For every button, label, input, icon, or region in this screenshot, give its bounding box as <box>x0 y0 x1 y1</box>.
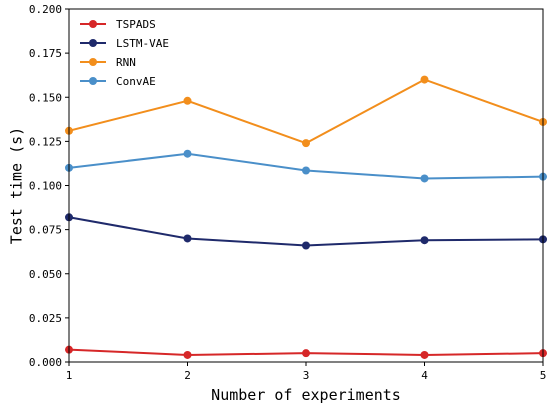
legend-swatch-marker <box>89 39 97 47</box>
legend-swatch-marker <box>89 58 97 66</box>
legend-entry: TSPADS <box>80 18 156 31</box>
y-tick-label: 0.100 <box>29 180 62 193</box>
legend-swatch-marker <box>89 20 97 28</box>
y-tick-label: 0.175 <box>29 47 62 60</box>
data-point <box>302 349 310 358</box>
data-point <box>302 241 310 250</box>
data-point <box>183 350 192 359</box>
y-tick-label: 0.000 <box>29 356 62 369</box>
y-tick-label: 0.125 <box>29 135 62 148</box>
y-axis-title: Test time (s) <box>8 127 26 244</box>
legend-swatch-marker <box>89 77 97 85</box>
series-line <box>68 152 544 180</box>
legend-label: LSTM-VAE <box>116 37 169 50</box>
legend-label: RNN <box>116 56 136 69</box>
data-point <box>420 350 429 359</box>
data-point <box>183 149 192 158</box>
x-tick-label: 4 <box>421 369 428 382</box>
plot-frame <box>68 8 544 363</box>
data-point <box>183 96 192 105</box>
legend: TSPADS LSTM-VAE RNN ConvAE <box>80 18 169 88</box>
data-point <box>420 174 429 183</box>
legend-entry: ConvAE <box>80 75 156 88</box>
data-point <box>420 75 429 84</box>
series-convae <box>65 149 547 183</box>
plot-series <box>65 75 547 359</box>
data-point <box>183 234 192 243</box>
legend-entry: RNN <box>80 56 136 69</box>
series-line <box>68 78 544 145</box>
series-tspads <box>65 345 547 359</box>
y-tick-label: 0.050 <box>29 268 62 281</box>
data-point <box>302 166 310 175</box>
x-tick-label: 3 <box>303 369 310 382</box>
x-tick-label: 1 <box>66 369 73 382</box>
data-point <box>420 236 429 245</box>
legend-label: ConvAE <box>116 75 156 88</box>
legend-entry: LSTM-VAE <box>80 37 169 50</box>
y-tick-label: 0.075 <box>29 224 62 237</box>
y-tick-label: 0.025 <box>29 312 62 325</box>
x-tick-label: 5 <box>540 369 547 382</box>
series-line <box>68 216 544 247</box>
data-point <box>302 139 310 148</box>
x-axis-title: Number of experiments <box>211 386 401 404</box>
x-tick-label: 2 <box>184 369 191 382</box>
series-lstm-vae <box>65 213 547 250</box>
y-tick-label: 0.150 <box>29 91 62 104</box>
legend-label: TSPADS <box>116 18 156 31</box>
axis-ticks: 0.000 0.025 0.050 0.075 0.100 0.125 0.150 0.175… <box>29 3 546 382</box>
y-tick-label: 0.200 <box>29 3 62 16</box>
